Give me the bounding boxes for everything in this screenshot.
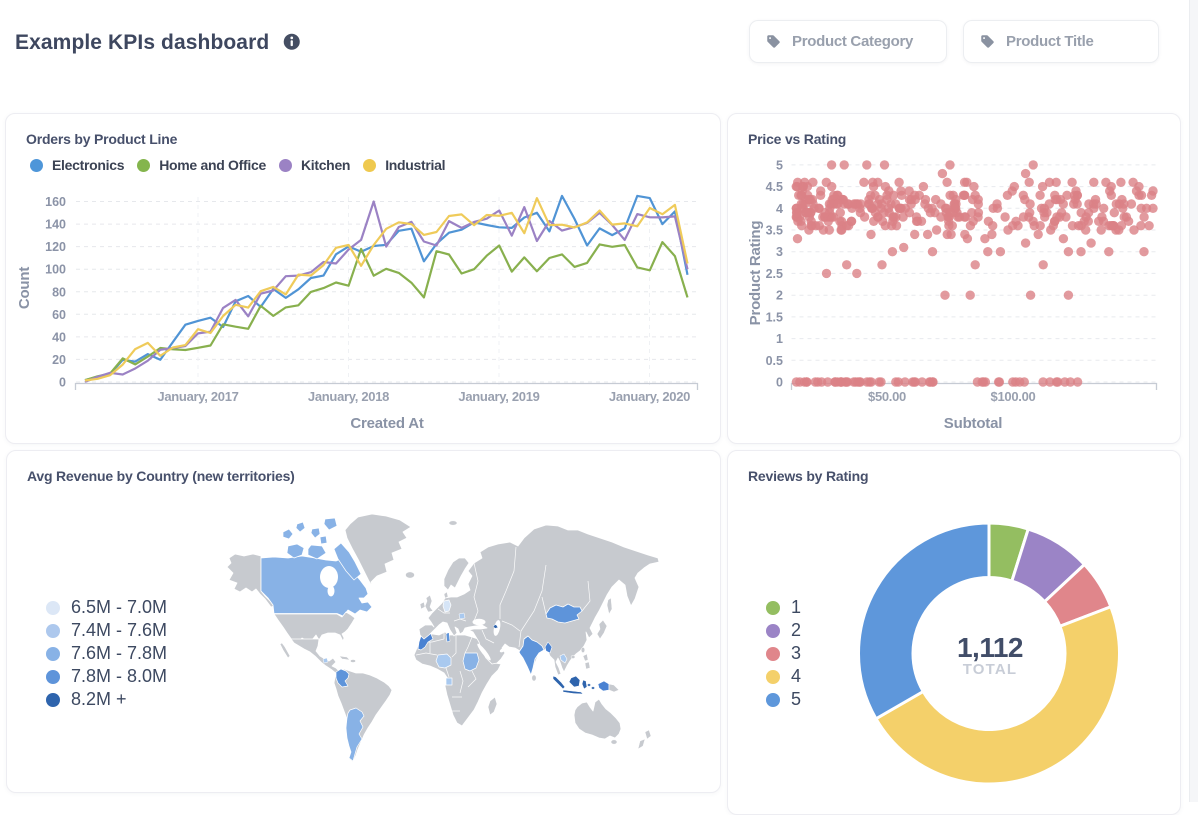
svg-text:January, 2019: January, 2019 — [458, 389, 539, 404]
svg-text:Subtotal: Subtotal — [944, 415, 1002, 432]
svg-text:0.5: 0.5 — [766, 354, 783, 368]
svg-text:$50.00: $50.00 — [868, 389, 906, 404]
svg-text:140: 140 — [45, 218, 66, 232]
svg-text:3: 3 — [776, 245, 783, 259]
svg-text:80: 80 — [52, 285, 66, 299]
svg-text:2.5: 2.5 — [766, 267, 783, 281]
svg-text:2: 2 — [776, 289, 783, 303]
svg-text:100: 100 — [45, 263, 66, 277]
svg-text:3.5: 3.5 — [766, 224, 783, 238]
svg-text:Count: Count — [16, 267, 33, 310]
svg-text:60: 60 — [52, 308, 66, 322]
svg-text:January, 2020: January, 2020 — [609, 389, 690, 404]
svg-text:4.5: 4.5 — [766, 180, 783, 194]
svg-text:1.5: 1.5 — [766, 310, 783, 324]
svg-text:0: 0 — [776, 376, 783, 390]
svg-text:Created At: Created At — [350, 415, 423, 432]
svg-text:40: 40 — [52, 330, 66, 344]
svg-text:Product Rating: Product Rating — [747, 221, 764, 326]
svg-text:160: 160 — [45, 195, 66, 209]
svg-text:4: 4 — [776, 202, 783, 216]
svg-text:0: 0 — [59, 376, 66, 390]
svg-text:January, 2017: January, 2017 — [157, 389, 238, 404]
svg-text:20: 20 — [52, 353, 66, 367]
svg-text:120: 120 — [45, 240, 66, 254]
svg-text:January, 2018: January, 2018 — [308, 389, 389, 404]
svg-text:$100.00: $100.00 — [991, 389, 1036, 404]
svg-text:5: 5 — [776, 158, 783, 172]
svg-text:1: 1 — [776, 332, 783, 346]
